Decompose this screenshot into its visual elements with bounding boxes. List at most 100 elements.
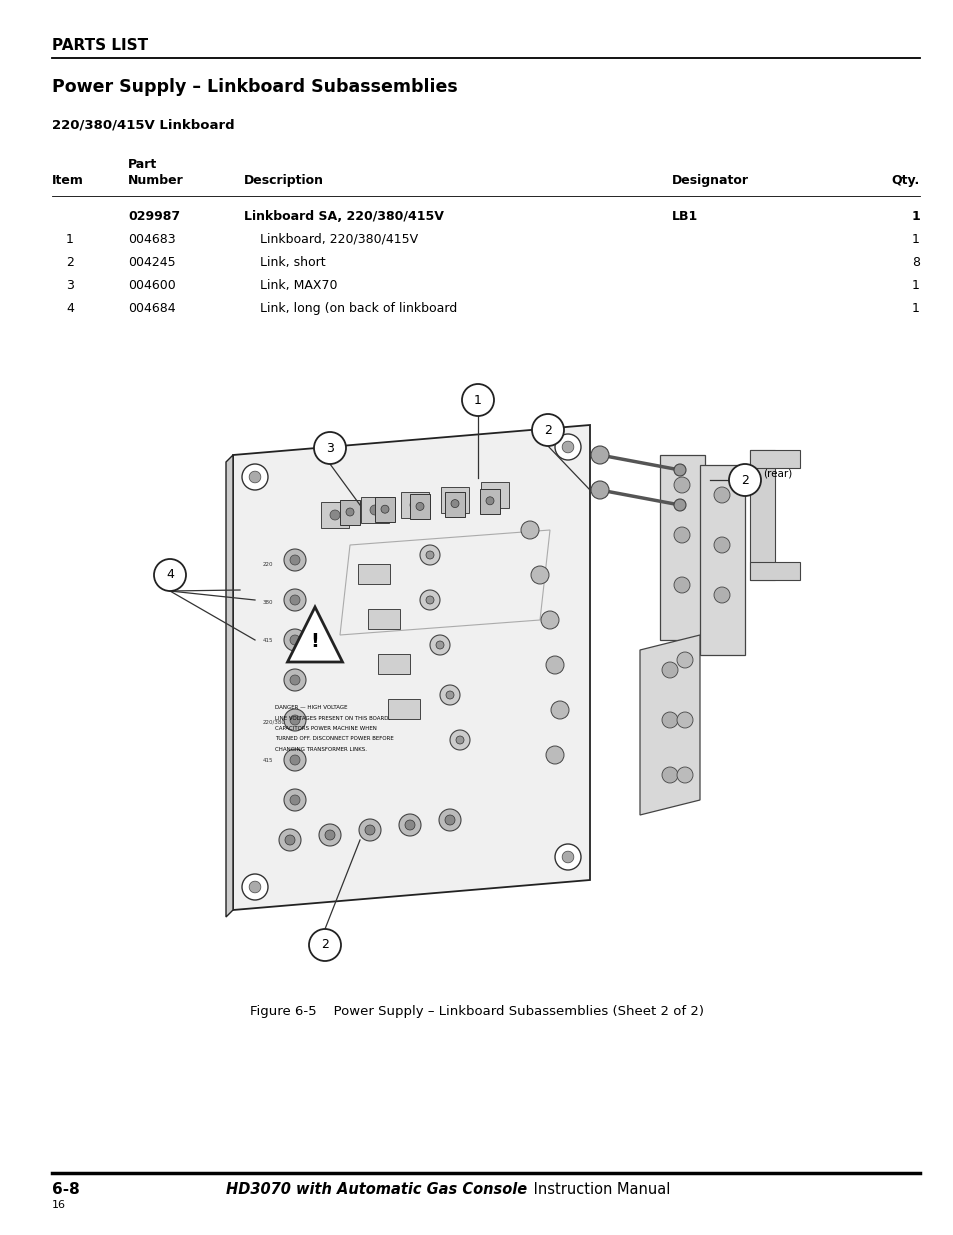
Circle shape [290, 795, 299, 805]
Text: 1: 1 [66, 233, 74, 246]
Text: 220/380: 220/380 [263, 720, 286, 725]
Circle shape [713, 537, 729, 553]
Text: (rear): (rear) [762, 469, 791, 479]
Circle shape [673, 464, 685, 475]
Text: 1: 1 [910, 210, 919, 224]
Text: Link, MAX70: Link, MAX70 [260, 279, 337, 291]
Text: 380: 380 [263, 600, 274, 605]
Circle shape [290, 715, 299, 725]
Polygon shape [480, 482, 509, 508]
Text: 004684: 004684 [128, 303, 175, 315]
Circle shape [677, 652, 692, 668]
Text: CHANGING TRANSFORMER LINKS.: CHANGING TRANSFORMER LINKS. [274, 747, 367, 752]
Circle shape [728, 464, 760, 496]
Circle shape [461, 384, 494, 416]
Text: 2: 2 [321, 939, 329, 951]
Text: 16: 16 [52, 1200, 66, 1210]
Circle shape [590, 480, 608, 499]
Text: 220/380/415V Linkboard: 220/380/415V Linkboard [52, 119, 234, 131]
Text: CAPACITORS POWER MACHINE WHEN: CAPACITORS POWER MACHINE WHEN [274, 726, 376, 731]
Text: Power Supply – Linkboard Subassemblies: Power Supply – Linkboard Subassemblies [52, 78, 457, 96]
Text: 1: 1 [911, 279, 919, 291]
Circle shape [358, 819, 380, 841]
Polygon shape [368, 609, 399, 629]
Polygon shape [749, 450, 774, 580]
Text: 220: 220 [263, 562, 274, 567]
Polygon shape [659, 454, 704, 640]
Text: Link, long (on back of linkboard: Link, long (on back of linkboard [260, 303, 456, 315]
Circle shape [419, 545, 439, 564]
Text: Part: Part [128, 158, 157, 170]
Polygon shape [400, 492, 429, 517]
Circle shape [555, 433, 580, 459]
Text: TURNED OFF. DISCONNECT POWER BEFORE: TURNED OFF. DISCONNECT POWER BEFORE [274, 736, 394, 741]
Polygon shape [377, 655, 410, 674]
Polygon shape [287, 606, 342, 662]
Circle shape [380, 505, 389, 514]
Circle shape [677, 767, 692, 783]
Text: 1: 1 [474, 394, 481, 406]
Circle shape [278, 829, 301, 851]
Polygon shape [233, 425, 589, 910]
Circle shape [325, 830, 335, 840]
Text: DANGER — HIGH VOLTAGE: DANGER — HIGH VOLTAGE [274, 705, 347, 710]
Circle shape [309, 929, 340, 961]
Circle shape [370, 505, 379, 515]
Text: Linkboard, 220/380/415V: Linkboard, 220/380/415V [260, 233, 417, 246]
Circle shape [555, 844, 580, 869]
Text: 004245: 004245 [128, 256, 175, 269]
Circle shape [290, 595, 299, 605]
Polygon shape [700, 466, 744, 655]
Circle shape [290, 635, 299, 645]
Circle shape [661, 713, 678, 727]
Circle shape [456, 736, 463, 743]
Polygon shape [749, 450, 800, 468]
Text: Instruction Manual: Instruction Manual [529, 1182, 670, 1197]
Circle shape [673, 499, 685, 511]
Circle shape [426, 551, 434, 559]
Circle shape [398, 814, 420, 836]
Polygon shape [410, 494, 430, 520]
Circle shape [713, 587, 729, 603]
Text: Description: Description [244, 174, 324, 186]
Text: 3: 3 [326, 441, 334, 454]
Text: 4: 4 [166, 568, 173, 582]
Text: 029987: 029987 [128, 210, 180, 224]
Text: 2: 2 [543, 424, 552, 436]
Polygon shape [440, 487, 469, 513]
Text: LINE VOLTAGES PRESENT ON THIS BOARD.: LINE VOLTAGES PRESENT ON THIS BOARD. [274, 715, 390, 720]
Circle shape [284, 589, 306, 611]
Circle shape [290, 555, 299, 564]
Circle shape [451, 500, 458, 508]
Circle shape [545, 656, 563, 674]
Circle shape [438, 809, 460, 831]
Circle shape [410, 500, 419, 510]
Circle shape [590, 446, 608, 464]
Polygon shape [226, 454, 233, 918]
Circle shape [365, 825, 375, 835]
Text: Linkboard SA, 220/380/415V: Linkboard SA, 220/380/415V [244, 210, 443, 224]
Circle shape [446, 692, 454, 699]
Circle shape [284, 709, 306, 731]
Polygon shape [357, 564, 390, 584]
Circle shape [444, 815, 455, 825]
Circle shape [713, 487, 729, 503]
Circle shape [450, 495, 459, 505]
Circle shape [673, 577, 689, 593]
Circle shape [249, 881, 260, 893]
Polygon shape [639, 635, 700, 815]
Circle shape [419, 590, 439, 610]
Circle shape [430, 635, 450, 655]
Circle shape [436, 641, 443, 650]
Circle shape [520, 521, 538, 538]
Circle shape [284, 550, 306, 571]
Circle shape [450, 730, 470, 750]
Circle shape [661, 662, 678, 678]
Text: Number: Number [128, 174, 184, 186]
Circle shape [661, 767, 678, 783]
Circle shape [249, 471, 260, 483]
Circle shape [284, 789, 306, 811]
Circle shape [290, 676, 299, 685]
Circle shape [673, 527, 689, 543]
Circle shape [485, 496, 494, 505]
